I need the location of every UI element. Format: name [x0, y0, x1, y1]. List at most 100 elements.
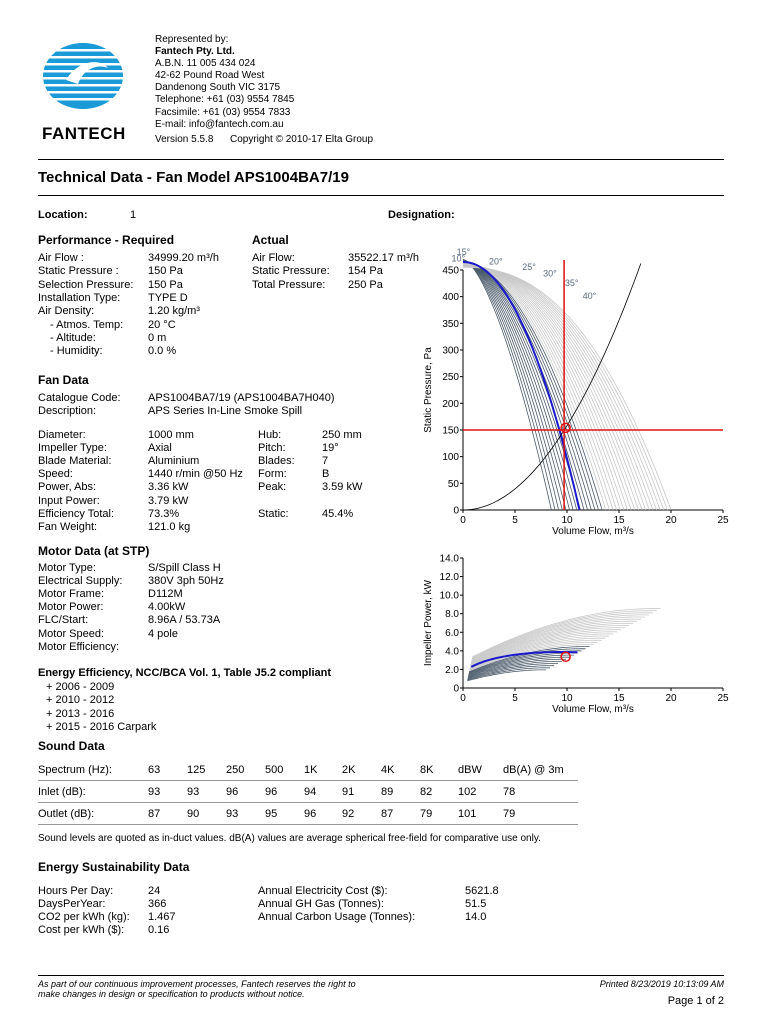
description-value: APS Series In-Line Smoke Spill	[148, 405, 303, 417]
system-curve	[462, 263, 642, 511]
fan-curve	[463, 264, 639, 511]
fan-curve	[462, 261, 588, 511]
designation-label: Designation:	[388, 209, 455, 221]
motor-label: Motor Speed:	[38, 627, 105, 640]
power-curve	[468, 654, 574, 676]
fan-spec-extra-value: 7	[322, 455, 329, 468]
location-label: Location:	[38, 209, 88, 221]
sound-cell: 79	[420, 808, 433, 820]
y-tick-label: 12.0	[440, 572, 460, 583]
y-tick-label: 8.0	[445, 609, 459, 620]
fan-curve	[462, 263, 625, 511]
power-curve	[469, 642, 598, 671]
performance-value: 150 Pa	[148, 265, 183, 278]
power-curve	[469, 639, 602, 670]
sound-table-divider	[38, 824, 578, 825]
performance-label: Air Flow :	[38, 252, 84, 264]
power-curve	[471, 614, 649, 660]
sound-header-cell: 125	[187, 764, 206, 776]
x-tick-label: 15	[613, 515, 625, 526]
sustainability-annual-value: 5621.8	[465, 885, 499, 897]
sound-header-cell: dB(A) @ 3m	[503, 764, 564, 776]
sound-cell: 82	[420, 786, 433, 798]
company-telephone: Telephone: +61 (03) 9554 7845	[155, 94, 295, 106]
y-axis-title: Impeller Power, kW	[423, 579, 434, 666]
fan-curve	[462, 259, 559, 511]
sound-header-cell: 8K	[420, 764, 434, 776]
y-axis-title: Static Pressure, Pa	[423, 347, 434, 433]
catalogue-code-value: APS1004BA7/19 (APS1004BA7H040)	[148, 392, 335, 404]
sustainability-heading: Energy Sustainability Data	[38, 860, 190, 874]
x-tick-label: 20	[665, 515, 677, 526]
motor-label: Motor Efficiency:	[38, 640, 120, 653]
company-facsimile: Facsimile: +61 (03) 9554 7833	[155, 106, 291, 118]
fan-spec-value: 121.0 kg	[148, 520, 191, 533]
sound-cell: 101	[458, 808, 477, 820]
version-text: Version 5.5.8	[155, 134, 214, 145]
actual-heading: Actual	[252, 233, 289, 247]
x-tick-label: 15	[613, 693, 625, 704]
power-curve	[467, 667, 551, 681]
actual-label: Total Pressure:	[252, 278, 326, 291]
sound-header-cell: 63	[148, 764, 161, 776]
sound-data-heading: Sound Data	[38, 739, 105, 753]
actual-value: 35522.17 m³/h	[348, 252, 419, 264]
energy-efficiency-item: + 2015 - 2016 Carpark	[46, 721, 156, 734]
y-tick-label: 100	[442, 452, 459, 463]
energy-efficiency-item: + 2013 - 2016	[46, 708, 114, 721]
energy-efficiency-item: + 2006 - 2009	[46, 681, 114, 694]
blade-angle-label: 20°	[489, 257, 503, 267]
fan-spec-extra-label: Blades:	[258, 455, 295, 468]
footer-line-1: As part of our continuous improvement pr…	[38, 979, 356, 989]
power-curve	[467, 665, 555, 680]
fan-spec-value: Aluminium	[148, 455, 200, 468]
performance-label: Static Pressure :	[38, 265, 119, 278]
sound-cell: 87	[148, 808, 161, 820]
y-tick-label: 4.0	[445, 646, 459, 657]
sound-cell: 79	[503, 808, 516, 820]
motor-label: FLC/Start:	[38, 614, 89, 627]
sound-header-cell: 250	[226, 764, 245, 776]
sound-cell: 93	[226, 808, 239, 820]
motor-value: D112M	[148, 588, 183, 601]
fan-spec-label: Fan Weight:	[38, 520, 98, 533]
blade-angle-label: 30°	[543, 268, 557, 278]
y-tick-label: 200	[442, 399, 459, 410]
y-tick-label: 250	[442, 372, 459, 383]
power-curve	[471, 616, 645, 661]
power-curve	[467, 661, 562, 678]
y-tick-label: 0	[453, 684, 459, 695]
blade-angle-label: 10°	[451, 253, 465, 263]
performance-value: 20 °C	[148, 318, 176, 331]
blade-angle-label: 25°	[522, 262, 536, 272]
power-curve	[468, 648, 586, 673]
energy-efficiency-item-label: 2015 - 2016 Carpark	[55, 720, 157, 733]
page-title: Technical Data - Fan Model APS1004BA7/19	[38, 169, 349, 186]
power-curve	[468, 652, 578, 675]
sustainability-label: DaysPerYear:	[38, 898, 106, 911]
sustainability-label: Cost per kWh ($):	[38, 924, 125, 937]
fan-data-heading: Fan Data	[38, 373, 89, 387]
sustainability-annual-value: 14.0	[465, 911, 487, 924]
motor-label: Motor Frame:	[38, 588, 105, 601]
power-curve	[467, 663, 559, 679]
performance-label: Air Density:	[38, 305, 95, 318]
fan-spec-label: Efficiency Total:	[38, 507, 115, 520]
power-flow-chart: 0 5 10 15 20 25 0 2.0 4.0 6.0 8.0 10.0 12.0 14.0 Volum…	[423, 554, 729, 716]
performance-label: Selection Pressure:	[38, 278, 134, 291]
performance-value: 150 Pa	[148, 278, 183, 291]
power-curve	[471, 612, 653, 659]
performance-label: - Altitude:	[50, 331, 96, 344]
fan-spec-value: 1000 mm	[148, 429, 194, 441]
operating-point-marker	[560, 422, 571, 434]
title-divider	[38, 195, 724, 196]
fan-curve	[462, 261, 585, 511]
performance-label: - Humidity:	[50, 345, 103, 358]
fan-curve	[462, 260, 570, 511]
y-tick-label: 2.0	[445, 665, 459, 676]
fan-spec-value: 3.36 kW	[148, 481, 189, 494]
company-block: Represented by: Fantech Pty. Ltd. A.B.N.…	[155, 34, 294, 131]
sound-cell: 93	[148, 786, 161, 798]
motor-value: 4 pole	[148, 627, 178, 640]
sound-header-cell: 2K	[342, 764, 356, 776]
